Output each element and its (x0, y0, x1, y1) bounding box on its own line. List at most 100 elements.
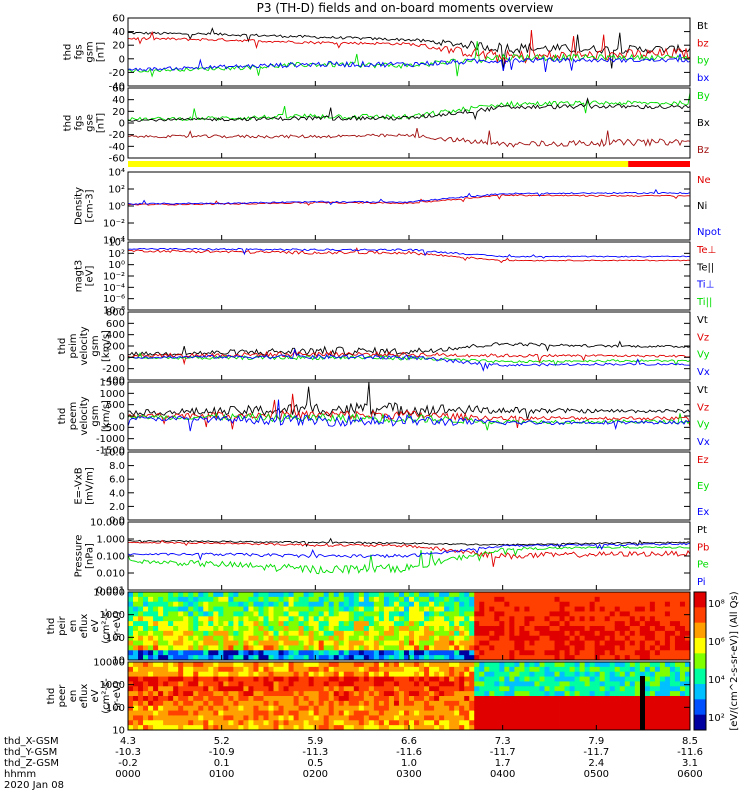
spec-cell (318, 592, 325, 598)
spec-cell (343, 715, 350, 721)
spec-cell (133, 676, 139, 682)
spec-cell (188, 626, 194, 632)
spec-cell (444, 626, 450, 632)
spec-cell (263, 671, 269, 677)
spec-cell (534, 676, 540, 682)
spec-cell (534, 626, 540, 632)
spec-cell (333, 630, 340, 637)
spec-cell (238, 606, 244, 612)
spec-cell (559, 650, 565, 656)
spec-cell (659, 686, 666, 692)
spec-cell (579, 710, 586, 716)
spec-cell (419, 645, 425, 651)
colorbar-tick-label: 10⁸ (708, 599, 725, 610)
spec-cell (188, 666, 194, 673)
spec-cell (143, 725, 149, 731)
spec-cell (248, 621, 254, 627)
spec-cell (148, 630, 154, 637)
spec-cell (594, 662, 601, 668)
spec-cell (273, 715, 279, 721)
spec-cell (554, 671, 560, 677)
spec-cell (664, 681, 671, 687)
spec-cell (644, 666, 651, 673)
spec-cell (409, 630, 415, 637)
colorbar-segment (694, 699, 706, 716)
spec-cell (353, 596, 360, 603)
spec-cell (358, 705, 365, 711)
spec-cell (549, 635, 555, 641)
spec-cell (634, 705, 641, 711)
y-tick-label: -500 (102, 423, 125, 434)
spec-cell (529, 691, 535, 697)
y-tick-label: 0 (119, 54, 125, 65)
spec-cell (153, 630, 159, 637)
spec-cell (479, 640, 485, 646)
spec-cell (684, 606, 691, 612)
spec-cell (248, 611, 254, 617)
spec-cell (378, 611, 385, 617)
spec-cell (243, 671, 249, 677)
spec-cell (388, 650, 395, 656)
spec-cell (203, 626, 209, 632)
spec-cell (469, 640, 475, 646)
spec-cell (368, 640, 375, 646)
spec-cell (403, 596, 410, 603)
spec-cell (559, 645, 565, 651)
spec-cell (233, 592, 239, 598)
spec-cell (213, 645, 219, 651)
y-axis-label: peim (68, 333, 79, 358)
spec-cell (358, 601, 365, 607)
spec-cell (238, 686, 244, 692)
spec-cell (434, 681, 440, 687)
spec-cell (569, 691, 575, 697)
spec-cell (504, 671, 510, 677)
spec-cell (659, 691, 666, 697)
spec-cell (484, 592, 490, 598)
spec-cell (459, 662, 465, 668)
spec-cell (684, 640, 691, 646)
spec-cell (258, 700, 264, 707)
spec-cell (278, 655, 284, 661)
spec-cell (559, 691, 565, 697)
spec-cell (454, 621, 460, 627)
spec-cell (398, 720, 405, 726)
spec-cell (338, 715, 345, 721)
spec-cell (519, 655, 525, 661)
spec-cell (409, 676, 415, 682)
spec-cell (629, 725, 636, 731)
colorbar-segment (694, 607, 706, 624)
spec-cell (474, 720, 480, 726)
spec-cell (353, 630, 360, 637)
spec-cell (283, 630, 289, 637)
spec-cell (579, 650, 586, 656)
spec-cell (353, 601, 360, 607)
spec-cell (128, 601, 134, 607)
spec-cell (393, 601, 400, 607)
spec-cell (148, 650, 154, 656)
spec-cell (153, 635, 159, 641)
spec-cell (188, 710, 194, 716)
spec-cell (639, 662, 646, 668)
spec-cell (544, 645, 550, 651)
spec-cell (439, 691, 445, 697)
spec-cell (248, 645, 254, 651)
spec-cell (398, 596, 405, 603)
spec-cell (544, 621, 550, 627)
spec-cell (599, 662, 606, 668)
spec-cell (268, 715, 274, 721)
spec-cell (654, 640, 661, 646)
spec-cell (138, 705, 144, 711)
spec-cell (579, 655, 586, 661)
spec-cell (403, 666, 410, 673)
spec-cell (454, 700, 460, 707)
spec-cell (474, 601, 480, 607)
spec-cell (348, 662, 355, 668)
spec-cell (143, 700, 149, 707)
spec-cell (178, 686, 184, 692)
spec-cell (183, 616, 189, 622)
spec-cell (464, 720, 470, 726)
spec-cell (469, 655, 475, 661)
spec-cell (409, 626, 415, 632)
spec-cell (544, 710, 550, 716)
spec-cell (253, 710, 259, 716)
